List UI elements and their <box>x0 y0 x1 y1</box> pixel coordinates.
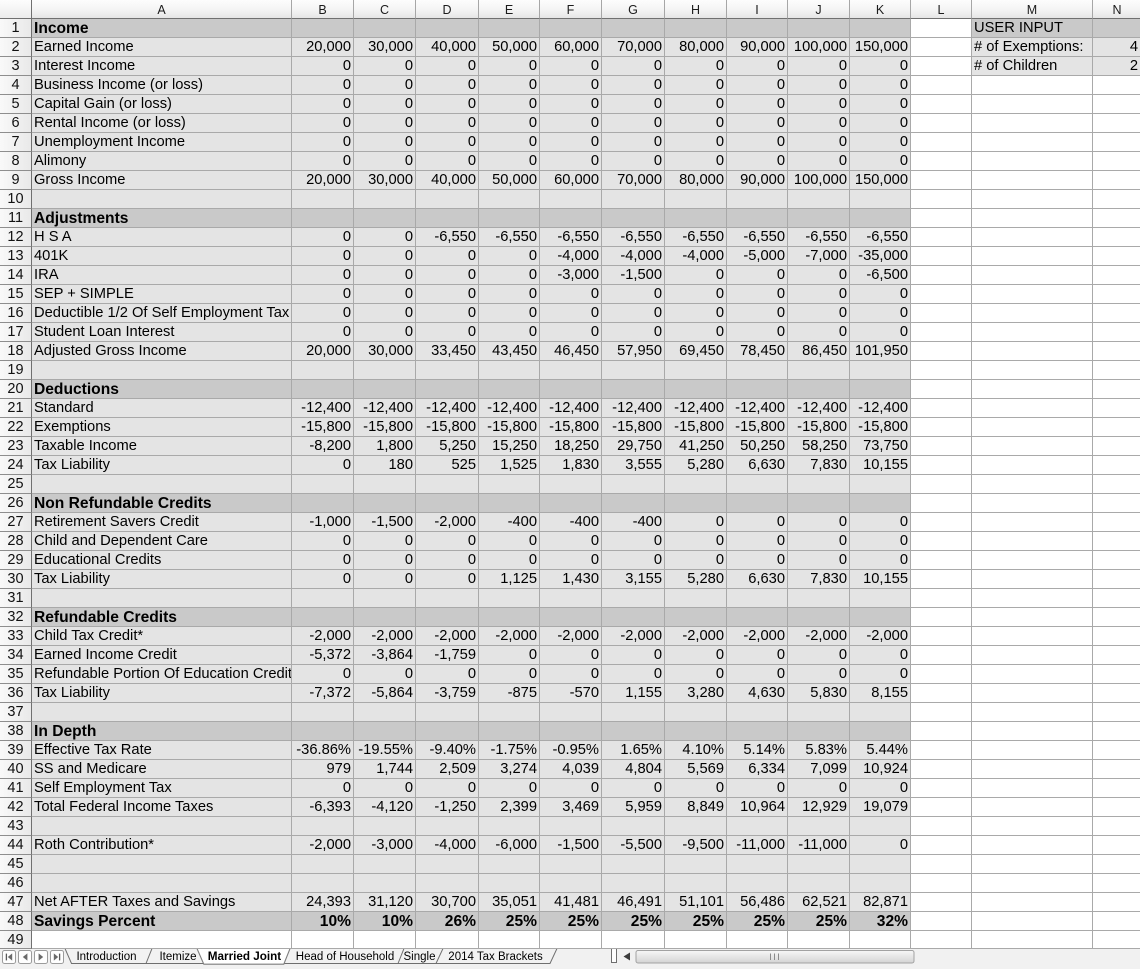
svg-text:Head of Household: Head of Household <box>296 951 394 963</box>
svg-text:Itemize: Itemize <box>159 951 196 963</box>
svg-text:2014 Tax Brackets: 2014 Tax Brackets <box>448 951 543 963</box>
svg-text:Introduction: Introduction <box>76 951 136 963</box>
svg-text:Single: Single <box>404 951 436 963</box>
svg-text:Married Joint: Married Joint <box>208 950 281 963</box>
